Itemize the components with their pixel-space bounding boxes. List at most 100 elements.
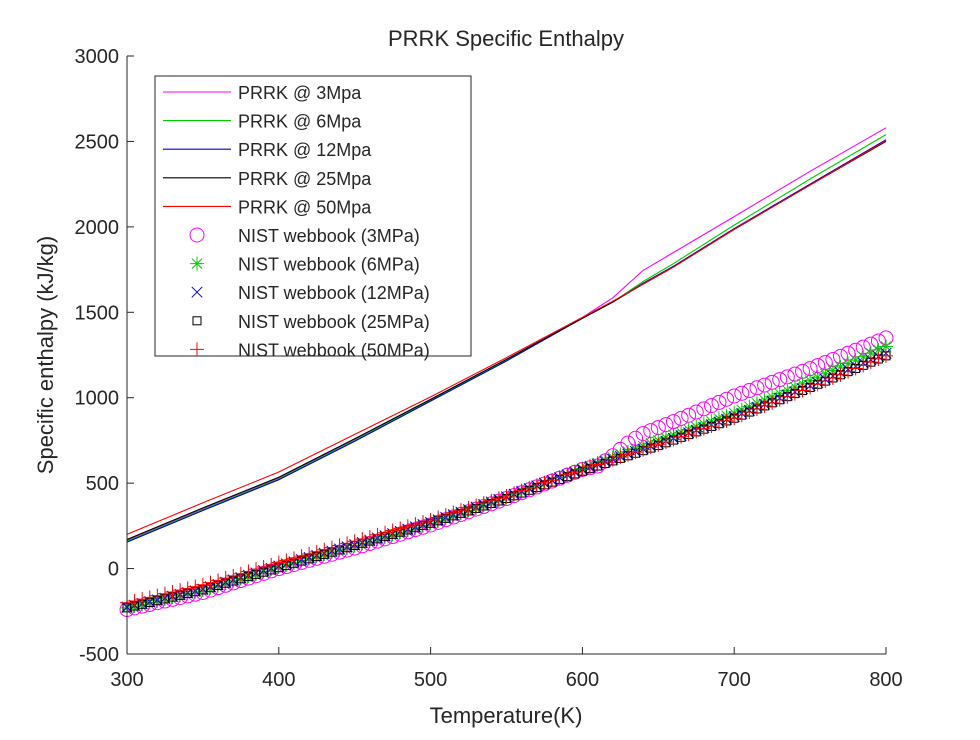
data-point-2-100: [879, 339, 893, 354]
data-point-1-77: [703, 398, 719, 414]
data-point-1-79-shape: [719, 391, 735, 407]
data-point-1-71-shape: [658, 417, 674, 433]
y-tick-label-5: 2000: [75, 217, 120, 239]
data-point-5-79: [719, 413, 734, 428]
data-point-1-86-shape: [772, 372, 788, 388]
data-point-5-67-shape: [628, 445, 643, 460]
data-point-5-90: [803, 380, 818, 395]
data-point-1-86: [772, 372, 788, 388]
data-point-5-49-shape: [491, 491, 506, 506]
data-point-5-37-shape: [400, 519, 415, 534]
data-point-5-16: [241, 564, 256, 579]
data-point-1-68: [635, 426, 651, 442]
data-point-1-78: [711, 394, 727, 410]
data-point-5-74-shape: [681, 427, 696, 442]
y-tick-label-2: 500: [86, 473, 119, 495]
legend-label-marker-5: NIST webbook (50MPa): [238, 340, 430, 360]
data-point-5-76-shape: [696, 421, 711, 436]
data-point-1-83-shape: [749, 380, 765, 396]
data-point-5-37: [400, 519, 415, 534]
data-point-5-4-shape: [150, 588, 165, 603]
data-point-1-81-shape: [734, 385, 750, 401]
data-point-5-62-shape: [590, 457, 605, 472]
y-tick-label-1: 0: [108, 559, 119, 581]
legend-label-line-2: PRRK @ 6Mpa: [238, 112, 362, 132]
data-point-2-94: [833, 359, 848, 374]
data-point-5-87-shape: [780, 389, 795, 404]
data-point-2-96: [848, 353, 863, 368]
data-point-5-12-shape: [211, 573, 226, 588]
data-point-5-67: [628, 445, 643, 460]
y-tick-label-7: 3000: [75, 46, 120, 68]
data-point-5-58-shape: [560, 467, 575, 482]
marker-series-4: [122, 351, 891, 613]
data-point-5-63: [598, 455, 613, 470]
data-point-1-89-shape: [795, 363, 811, 379]
data-point-5-25-shape: [309, 544, 324, 559]
data-point-5-10-shape: [195, 577, 210, 592]
data-point-5-2: [135, 592, 150, 607]
data-point-5-10: [195, 577, 210, 592]
data-point-5-48-shape: [484, 493, 499, 508]
data-point-5-1: [127, 593, 142, 608]
legend-marker-3: [191, 286, 203, 298]
legend-marker-2: [190, 256, 204, 271]
data-point-5-59: [567, 465, 582, 480]
data-point-5-35: [385, 523, 400, 538]
data-point-1-78-shape: [711, 394, 727, 410]
data-point-5-55: [537, 475, 552, 490]
data-point-5-43-shape: [446, 505, 461, 520]
data-point-5-42-shape: [438, 508, 453, 523]
data-point-1-82-shape: [741, 383, 757, 399]
data-point-1-88-shape: [787, 366, 803, 382]
data-point-5-82: [742, 405, 757, 420]
data-point-5-43: [446, 505, 461, 520]
data-point-5-54-shape: [529, 478, 544, 493]
data-point-5-13: [218, 571, 233, 586]
data-point-5-23-shape: [294, 549, 309, 564]
data-point-5-16-shape: [241, 564, 256, 579]
data-point-2-93-shape: [825, 363, 840, 378]
data-point-5-27-shape: [324, 540, 339, 555]
data-point-5-56-shape: [545, 473, 560, 488]
data-point-5-98-shape: [863, 355, 878, 370]
data-point-5-45-shape: [461, 500, 476, 515]
data-point-5-17-shape: [249, 562, 264, 577]
data-point-5-34-shape: [378, 525, 393, 540]
data-point-2-99: [871, 342, 886, 357]
data-point-2-94-shape: [833, 359, 848, 374]
data-point-1-82: [741, 383, 757, 399]
data-point-1-71: [658, 417, 674, 433]
data-point-5-90-shape: [803, 380, 818, 395]
data-point-5-69: [643, 440, 658, 455]
data-point-5-45: [461, 500, 476, 515]
legend: PRRK @ 3Mpa PRRK @ 6Mpa PRRK @ 12Mpa PRRK @…: [154, 75, 472, 360]
data-point-5-40: [423, 512, 438, 527]
data-point-2-98: [863, 346, 878, 361]
data-point-5-7-shape: [173, 583, 188, 598]
x-tick-label-0: 300: [110, 669, 143, 691]
data-point-5-14: [226, 568, 241, 583]
data-point-5-5-shape: [157, 586, 172, 601]
data-point-5-60-shape: [575, 462, 590, 477]
data-point-5-64: [605, 452, 620, 467]
data-point-5-53-shape: [522, 481, 537, 496]
data-point-5-85-shape: [765, 395, 780, 410]
legend-marker-5-shape: [190, 342, 204, 357]
data-point-5-40-shape: [423, 512, 438, 527]
data-point-5-84-shape: [757, 398, 772, 413]
data-point-1-74-shape: [681, 407, 697, 423]
x-tick-label-3: 600: [566, 669, 599, 691]
legend-marker-1-shape: [189, 227, 205, 243]
data-point-5-75: [689, 424, 704, 439]
data-point-2-97: [856, 349, 871, 364]
data-point-5-24: [302, 547, 317, 562]
data-point-5-8: [180, 581, 195, 596]
data-point-5-31: [355, 532, 370, 547]
legend-label-line-1: PRRK @ 3Mpa: [238, 83, 362, 103]
legend-marker-1: [189, 227, 205, 243]
data-point-5-97-shape: [856, 358, 871, 373]
series-line-5: [126, 140, 887, 535]
data-point-5-95-shape: [841, 364, 856, 379]
data-point-1-74: [681, 407, 697, 423]
